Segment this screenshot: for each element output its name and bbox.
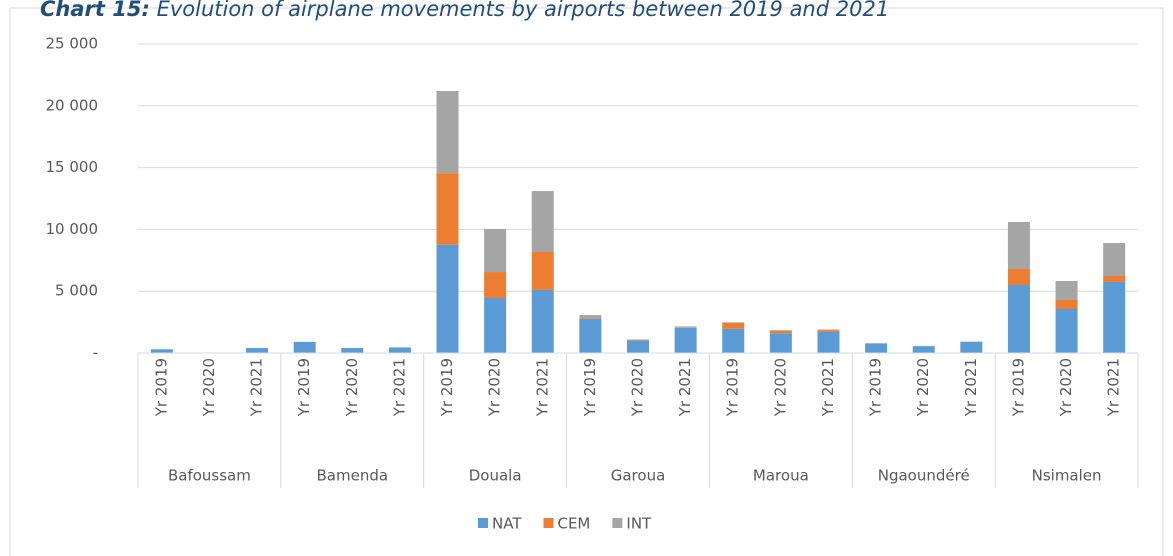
bar (627, 340, 649, 353)
x-tick-label: Yr 2021 (962, 358, 980, 417)
group-label: Ngaoundéré (878, 467, 970, 485)
y-tick-label: 20 000 (46, 96, 99, 114)
x-tick-label: Yr 2019 (724, 358, 742, 417)
bar (1007, 285, 1030, 353)
bar (579, 318, 602, 320)
bar (436, 173, 459, 245)
bar (579, 319, 602, 353)
bar (769, 333, 792, 353)
x-tick-label: Yr 2021 (1105, 358, 1123, 417)
bar (722, 328, 745, 353)
bar (722, 322, 745, 323)
bar (531, 191, 554, 253)
bar (1103, 275, 1126, 282)
bar (1103, 281, 1126, 353)
legend-label: NAT (492, 515, 522, 533)
bar (865, 343, 888, 344)
bar (484, 272, 507, 298)
bar (579, 315, 602, 319)
bar (246, 348, 269, 353)
group-label: Garoua (611, 467, 666, 485)
x-tick-label: Yr 2021 (676, 358, 694, 417)
x-tick-label: Yr 2020 (343, 358, 361, 417)
x-tick-label: Yr 2019 (1009, 358, 1027, 417)
legend-label: CEM (557, 515, 590, 533)
bar (1007, 221, 1030, 269)
x-tick-label: Yr 2020 (1057, 358, 1075, 417)
bar (1007, 268, 1030, 286)
title-label: Chart 15: (40, 0, 150, 21)
title-text: Evolution of airplane movements by airpo… (157, 0, 890, 21)
group-label: Douala (469, 467, 522, 485)
bar (912, 346, 935, 353)
bar (769, 330, 792, 331)
group-label: Bamenda (317, 467, 389, 485)
x-tick-label: Yr 2020 (486, 358, 504, 417)
x-tick-label: Yr 2019 (152, 358, 170, 417)
bar (341, 348, 364, 353)
group-label: Bafoussam (168, 467, 251, 485)
x-tick-label: Yr 2019 (581, 358, 599, 417)
group-label: Maroua (753, 467, 809, 485)
bar (960, 341, 983, 353)
bar (817, 329, 840, 331)
legend-swatch (543, 518, 554, 528)
x-tick-label: Yr 2021 (819, 358, 837, 417)
x-tick-label: Yr 2020 (629, 358, 647, 417)
bar (436, 90, 459, 174)
legend-label: INT (626, 515, 652, 533)
bar (150, 349, 173, 353)
x-tick-label: Yr 2020 (914, 358, 932, 417)
bar (674, 326, 697, 328)
bar (388, 347, 411, 353)
x-tick-label: Yr 2019 (438, 358, 456, 417)
group-label: Nsimalen (1032, 467, 1102, 485)
bar (674, 327, 697, 353)
bar (627, 340, 649, 341)
bar (722, 322, 745, 329)
y-tick-label: - (93, 344, 98, 362)
legend-swatch (478, 518, 488, 528)
bar (817, 331, 840, 353)
bar (865, 343, 888, 353)
bar (484, 297, 507, 353)
legend-swatch (612, 518, 623, 528)
bar (627, 339, 649, 341)
bar (1055, 280, 1078, 300)
x-tick-label: Yr 2019 (295, 358, 313, 417)
bar (531, 252, 554, 290)
bar (1055, 308, 1078, 353)
y-tick-label: 15 000 (46, 158, 99, 176)
y-tick-label: 5 000 (55, 282, 98, 300)
y-tick-label: 10 000 (46, 220, 99, 238)
bar (436, 244, 459, 353)
chart-title: Chart 15: Evolution of airplane movement… (40, 0, 889, 21)
x-tick-label: Yr 2021 (533, 358, 551, 417)
bar (769, 330, 792, 334)
chart-border (9, 7, 1164, 556)
x-tick-label: Yr 2020 (771, 358, 789, 417)
x-tick-label: Yr 2021 (248, 358, 266, 417)
bar (1055, 299, 1078, 309)
bar (531, 289, 554, 353)
x-tick-label: Yr 2019 (867, 358, 885, 417)
bar (293, 341, 316, 353)
x-tick-label: Yr 2020 (200, 358, 218, 417)
y-tick-label: 25 000 (46, 35, 99, 53)
bar (484, 229, 507, 273)
bar (817, 330, 840, 332)
bar (1103, 242, 1126, 276)
x-tick-label: Yr 2021 (390, 358, 408, 417)
